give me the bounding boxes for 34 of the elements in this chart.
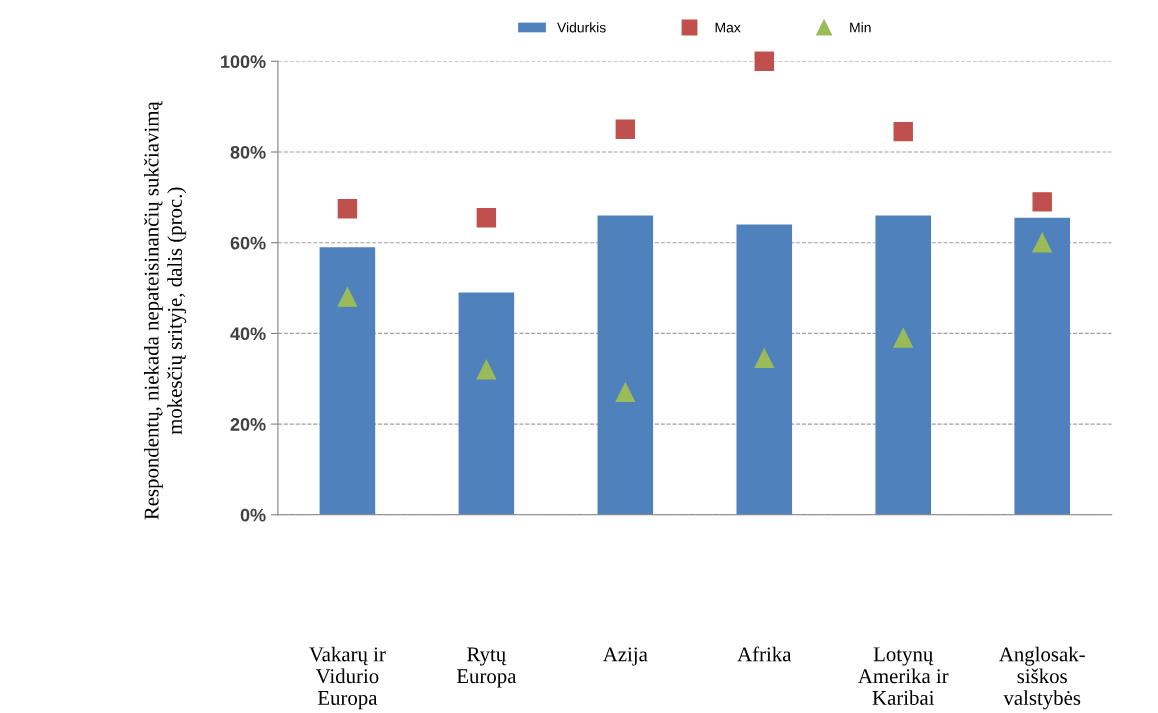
point (754, 348, 775, 369)
y-tick-label: 20% (230, 418, 266, 431)
x-tick-label: Afrika (737, 646, 792, 662)
point (615, 382, 636, 403)
legend-label: Vidurkis (557, 22, 606, 33)
y-axis-title: Respondentų, niekada nepateisinančių sukčiavimą mokesčių srityje, dalis (proc.) (143, 101, 187, 520)
y-tick-label: 80% (230, 145, 266, 159)
point (893, 328, 913, 348)
point (337, 198, 358, 219)
bar (875, 215, 932, 515)
bar (1014, 217, 1070, 515)
point (476, 208, 497, 228)
point (476, 359, 497, 380)
bar (319, 247, 376, 515)
point (337, 287, 358, 307)
y-tick-label: 60% (230, 236, 266, 250)
legend-label: Max (715, 22, 741, 33)
x-tick-label: Vakarų ir Vidurio Europa (309, 646, 386, 710)
bar (458, 292, 515, 515)
x-tick-label: Rytų Europa (456, 647, 517, 688)
bar (597, 215, 654, 515)
y-tick-label: 100% (221, 55, 266, 69)
point (615, 119, 636, 140)
x-tick-label: Azija (602, 647, 648, 666)
x-tick-label: Anglosak- siškos valstybės (999, 646, 1085, 710)
point (893, 121, 913, 142)
legend-label: Min (850, 22, 871, 33)
point (1032, 232, 1052, 253)
bar (736, 224, 793, 515)
point (1032, 192, 1052, 212)
point (754, 51, 775, 72)
y-tick-label: 0% (240, 508, 266, 522)
x-tick-label: Lotynų Amerika ir Karibai (858, 647, 949, 705)
y-tick-label: 40% (230, 327, 266, 341)
